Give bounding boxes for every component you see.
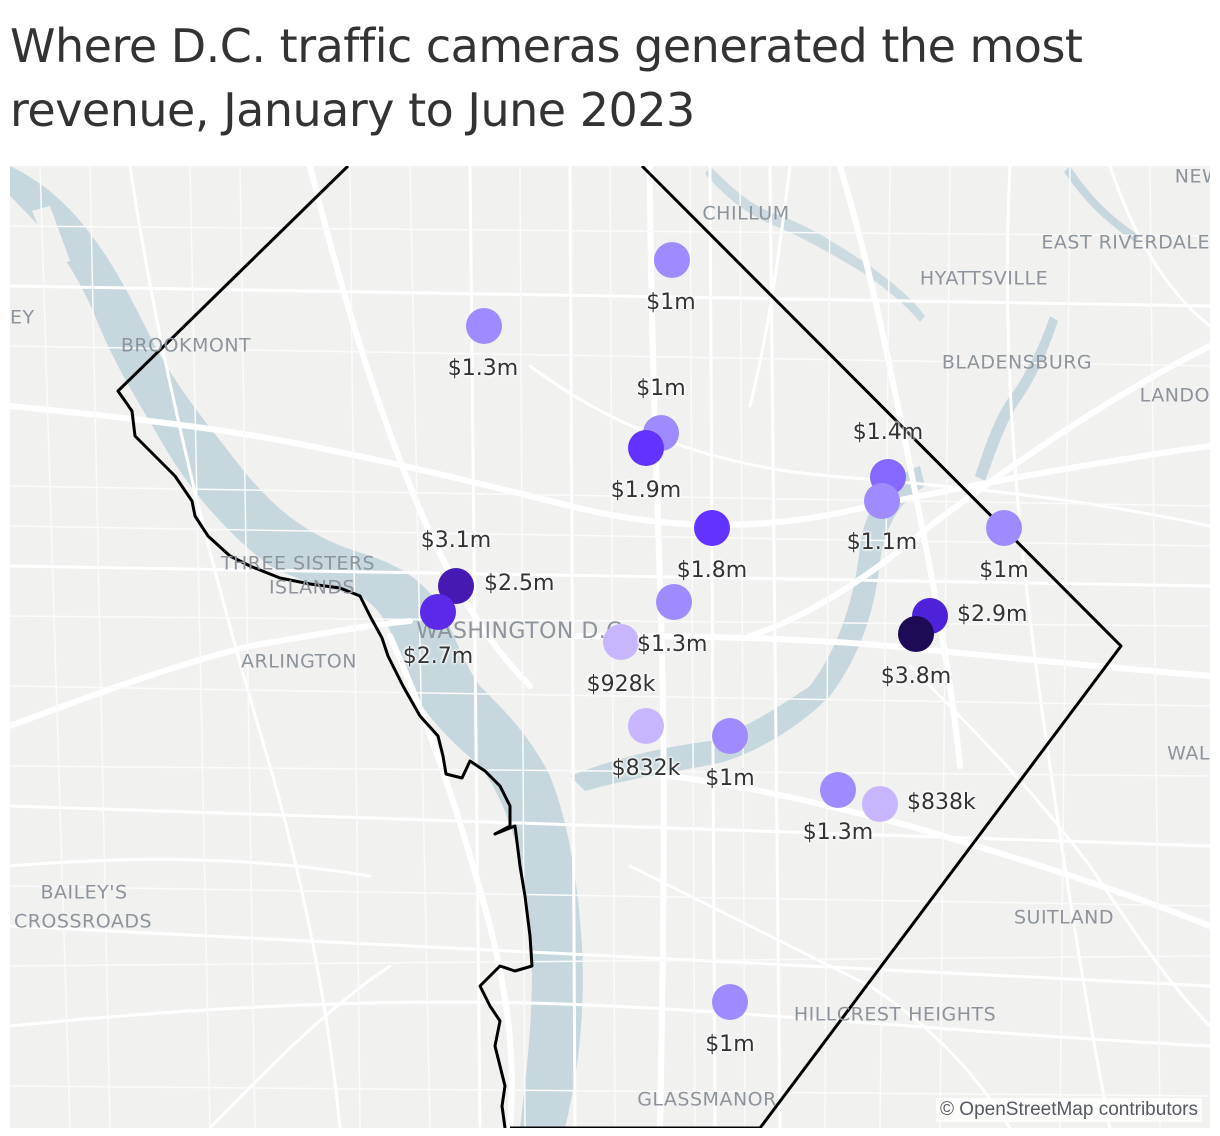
place-label: BAILEY'S	[40, 881, 128, 904]
camera-dot[interactable]	[864, 483, 900, 519]
camera-dot[interactable]	[628, 708, 664, 744]
revenue-label: $832k	[611, 756, 681, 781]
place-label: NEW	[1174, 166, 1210, 188]
place-label: HILLCREST HEIGHTS	[793, 1003, 997, 1026]
revenue-label: $1.4m	[852, 420, 924, 445]
revenue-label: $1.3m	[802, 820, 874, 845]
camera-dot[interactable]	[898, 616, 934, 652]
place-label: WASHINGTON D.C.	[416, 619, 630, 644]
map-attribution[interactable]: © OpenStreetMap contributors	[936, 1098, 1202, 1122]
revenue-label: $838k	[907, 790, 976, 815]
camera-dot[interactable]	[712, 718, 748, 754]
camera-dot[interactable]	[466, 308, 502, 344]
place-label: ARLINGTON	[241, 650, 357, 673]
place-label: SUITLAND	[1013, 906, 1115, 929]
revenue-label: $3.8m	[880, 664, 952, 689]
camera-dot[interactable]	[820, 772, 856, 808]
revenue-label: $1m	[705, 766, 755, 791]
revenue-label: $1.9m	[610, 478, 682, 503]
revenue-label: $928k	[586, 672, 656, 697]
camera-dot[interactable]	[603, 624, 639, 660]
revenue-label: $1.3m	[447, 356, 519, 381]
map-title: Where D.C. traffic cameras generated the…	[10, 19, 1083, 137]
camera-dot[interactable]	[694, 510, 730, 546]
camera-dot[interactable]	[656, 584, 692, 620]
camera-dot[interactable]	[862, 786, 898, 822]
revenue-label: $2.5m	[484, 571, 555, 596]
revenue-label: $1.8m	[676, 558, 748, 583]
place-label: EAST RIVERDALE	[1041, 231, 1210, 254]
revenue-label: $2.9m	[957, 602, 1028, 627]
camera-dot[interactable]	[628, 430, 664, 466]
place-label: ISLANDS	[268, 576, 356, 599]
revenue-label: $1m	[646, 290, 696, 315]
revenue-label: $1.1m	[846, 530, 918, 555]
place-label: CHILLUM	[702, 202, 790, 225]
place-label: CROSSROADS	[13, 910, 153, 933]
camera-dot[interactable]	[986, 510, 1022, 546]
camera-dot[interactable]	[654, 242, 690, 278]
place-label: THREE SISTERS	[220, 552, 376, 575]
revenue-label: $2.7m	[402, 644, 474, 669]
revenue-label: $1m	[636, 376, 686, 401]
revenue-label: $1m	[979, 558, 1029, 583]
place-label: LANDO	[1139, 384, 1210, 407]
map-area[interactable]: NEW CHILLUM EAST RIVERDALE HYATTSVILLE B…	[10, 166, 1210, 1128]
place-label: BROOKMONT	[120, 334, 252, 357]
camera-dot[interactable]	[420, 594, 456, 630]
place-label: WAL	[1167, 742, 1210, 765]
place-label: EY	[10, 306, 35, 329]
revenue-label: $3.1m	[420, 528, 492, 553]
revenue-label: $1.3m	[637, 632, 708, 657]
dc-boundary	[116, 166, 1123, 1128]
place-label: HYATTSVILLE	[919, 267, 1049, 290]
place-label: BLADENSBURG	[941, 351, 1093, 374]
place-label: GLASSMANOR	[637, 1088, 777, 1111]
revenue-label: $1m	[705, 1032, 755, 1057]
camera-dot[interactable]	[712, 984, 748, 1020]
